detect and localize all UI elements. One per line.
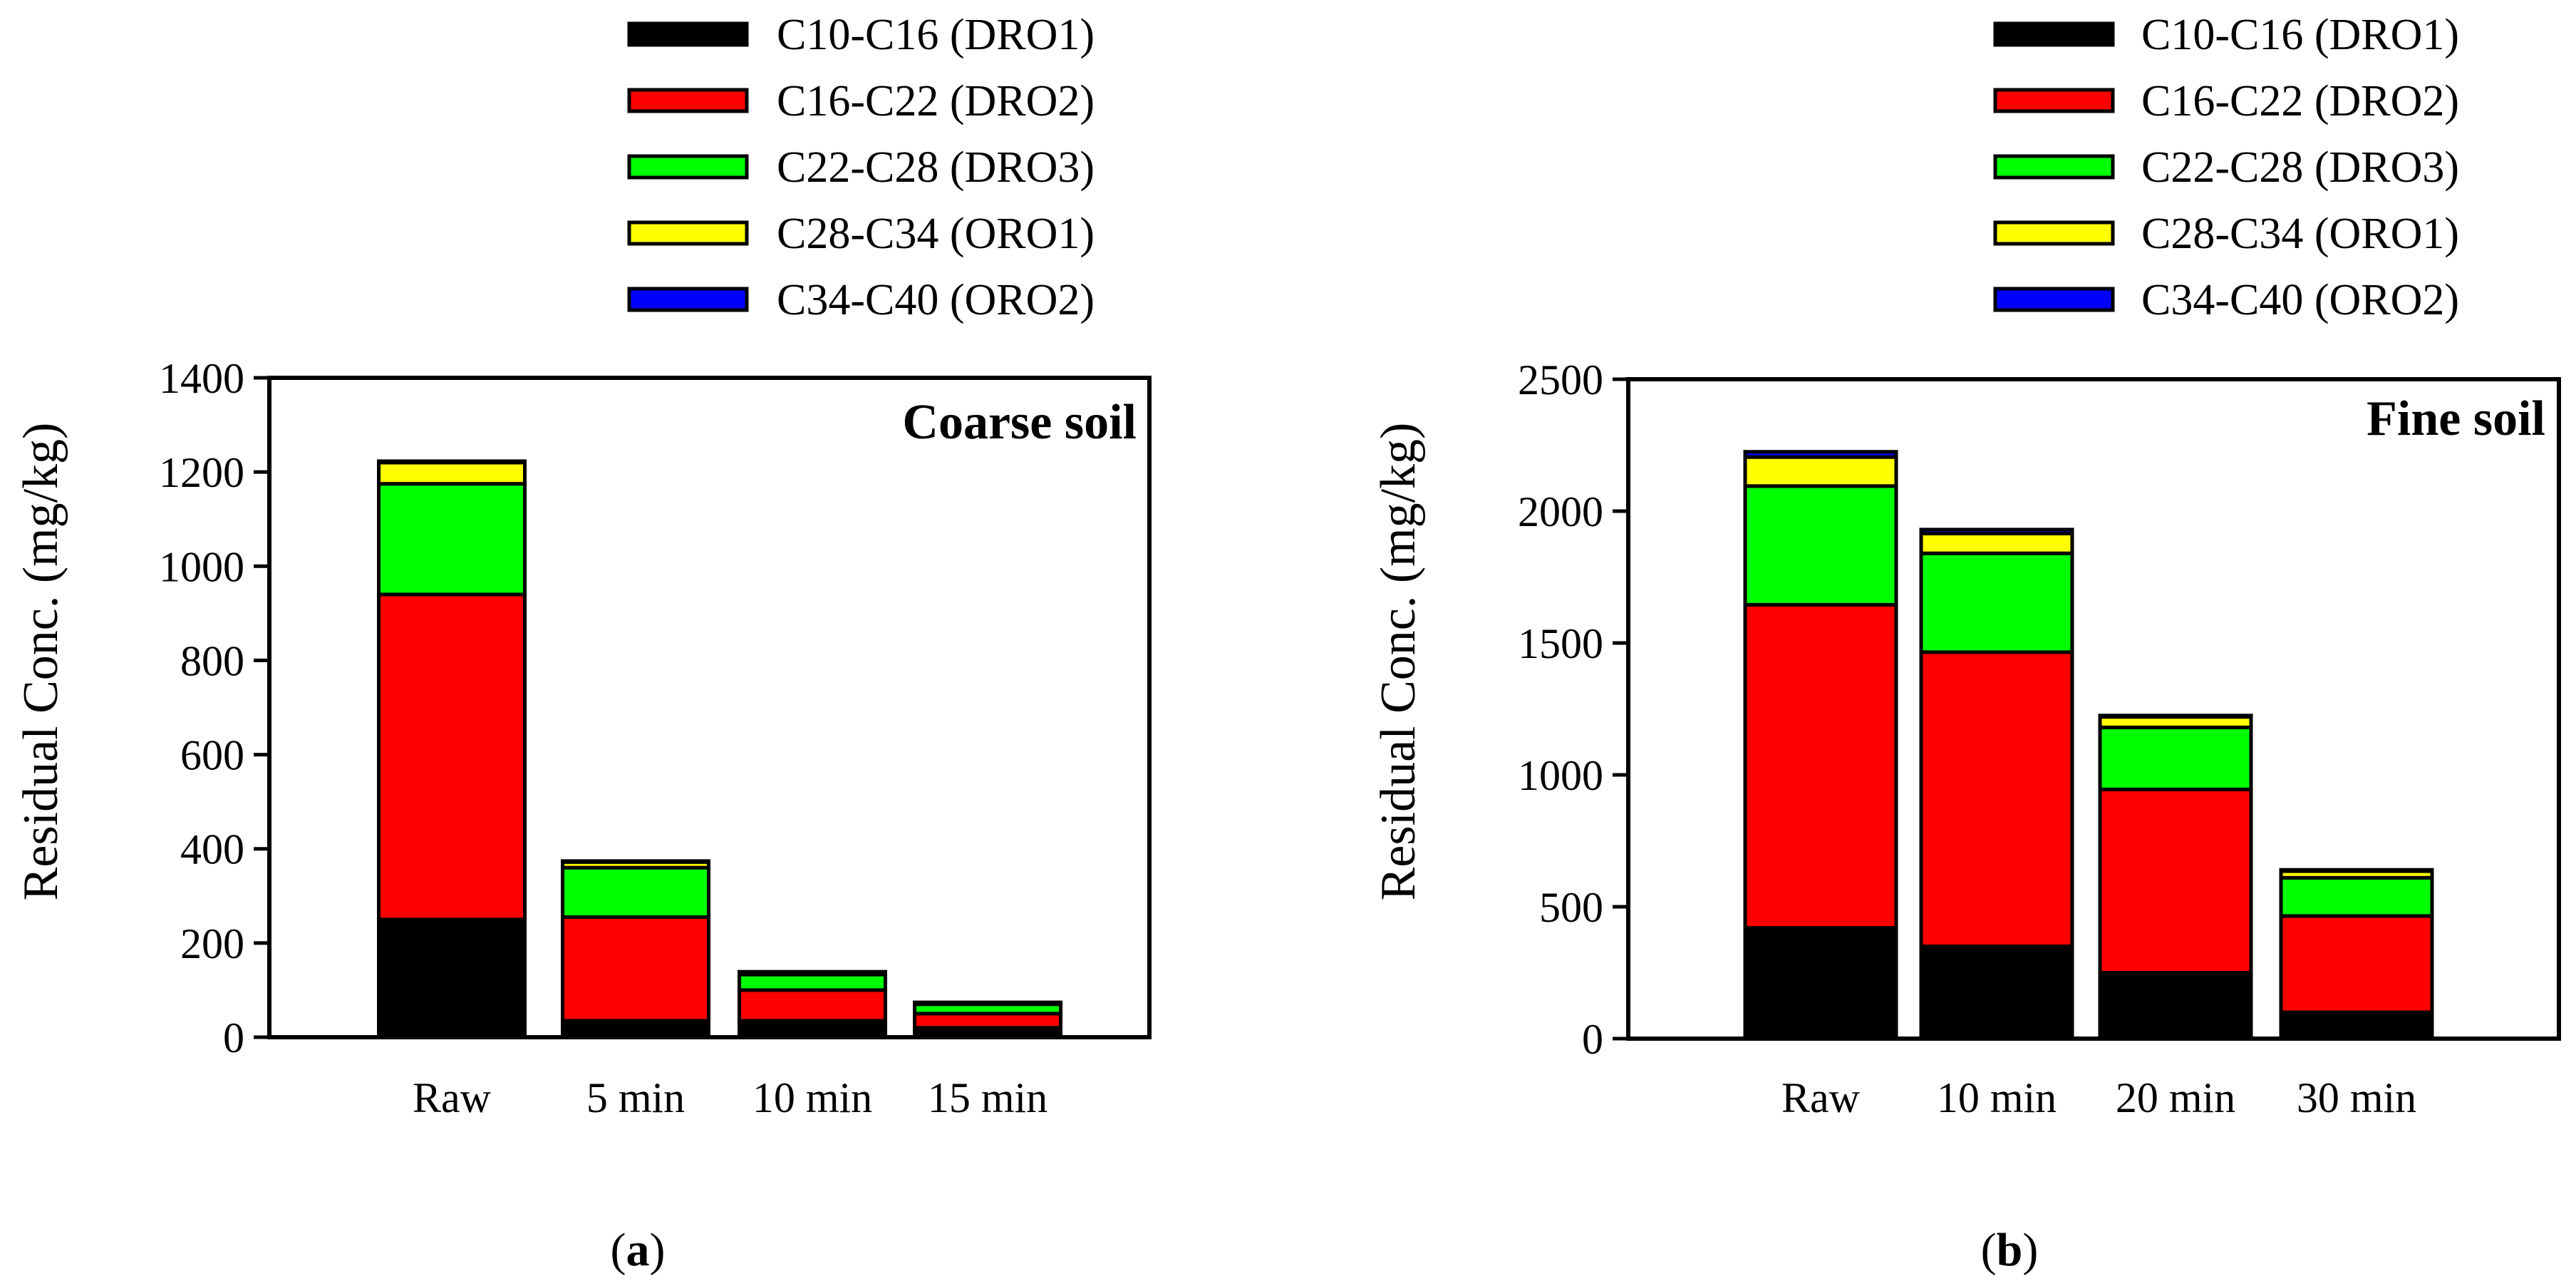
legend-swatch-dro1 (1993, 21, 2115, 47)
bar-30-min-dro2 (2279, 914, 2434, 1014)
bar-raw-dro2 (1743, 602, 1898, 930)
legend-label-dro2: C16-C22 (DRO2) (777, 77, 1095, 125)
bars-panel-a (377, 459, 1062, 1039)
bar-10-min-dro3 (738, 972, 887, 992)
bar-10-min-dro3 (1919, 551, 2074, 654)
bar-10-min-dro2 (1919, 650, 2074, 948)
y-tick-label-0: 0 (223, 1014, 244, 1061)
legend-label-oro1: C28-C34 (ORO1) (777, 210, 1095, 258)
x-tick-label-5-min: 5 min (586, 1074, 685, 1121)
bar-30-min-dro3 (2279, 875, 2434, 918)
bar-30-min-oro2 (2279, 868, 2434, 873)
bar-raw-dro3 (1743, 484, 1898, 607)
panel-b-fine-soil-chart: C10-C16 (DRO1) C16-C22 (DRO2) C22-C28 (DRO… (1371, 11, 2561, 1276)
x-tick-label-30-min: 30 min (2297, 1074, 2416, 1121)
bar-15-min-dro2 (913, 1012, 1062, 1030)
bar-10-min-dro1 (738, 1019, 887, 1039)
legend-label-oro2: C34-C40 (ORO2) (2141, 276, 2459, 324)
legend-label-dro3: C22-C28 (DRO3) (777, 143, 1095, 192)
legend-swatch-dro2 (1993, 88, 2115, 113)
y-axis-label-panel-a: Residual Conc. (mg/kg) (14, 423, 68, 901)
legend-swatch-dro1 (627, 21, 749, 47)
bar-5-min-dro3 (561, 865, 710, 920)
legend-panel-a: C10-C16 (DRO1) C16-C22 (DRO2) C22-C28 (DRO… (627, 11, 1095, 324)
bar-raw-dro2 (377, 592, 527, 922)
x-ticks-panel-b: Raw 10 min 20 min 30 min (1781, 1074, 2416, 1121)
x-tick-label-10-min: 10 min (752, 1074, 872, 1121)
bar-10-min-dro2 (738, 988, 887, 1023)
plot-frame-panel-a (267, 376, 1152, 1039)
y-tick-label-400: 400 (180, 826, 244, 873)
legend-swatch-dro3 (627, 154, 749, 180)
y-tick-label-500: 500 (1539, 884, 1603, 931)
y-tick-label-1400: 1400 (159, 355, 244, 402)
bar-15-min-oro2 (913, 1000, 1062, 1005)
legend-panel-b: C10-C16 (DRO1) C16-C22 (DRO2) C22-C28 (DRO… (1993, 11, 2459, 324)
panel-a-coarse-soil-chart: C10-C16 (DRO1) C16-C22 (DRO2) C22-C28 (DRO… (14, 11, 1152, 1276)
bar-raw-dro3 (377, 482, 527, 597)
y-axis-label-panel-b: Residual Conc. (mg/kg) (1371, 423, 1426, 901)
bar-5-min-dro1 (561, 1019, 710, 1039)
y-tick-label-600: 600 (180, 732, 244, 779)
y-tick-label-0: 0 (1582, 1016, 1603, 1063)
bar-raw-dro1 (377, 917, 527, 1039)
x-tick-label-raw: Raw (413, 1074, 492, 1121)
bar-10-min-dro1 (1919, 945, 2074, 1041)
bar-raw-oro2 (377, 459, 527, 465)
y-tick-label-1500: 1500 (1518, 620, 1603, 667)
x-ticks-panel-a: Raw 5 min 10 min 15 min (413, 1074, 1048, 1121)
legend-label-dro3: C22-C28 (DRO3) (2141, 143, 2459, 192)
y-tick-label-2000: 2000 (1518, 488, 1603, 535)
legend-swatch-oro2 (1993, 287, 2115, 312)
annotation-coarse-soil: Coarse soil (902, 395, 1137, 450)
y-tick-label-2500: 2500 (1518, 356, 1603, 403)
x-tick-label-10-min: 10 min (1937, 1074, 2057, 1121)
y-tick-label-1000: 1000 (159, 543, 244, 590)
bar-raw-oro1 (377, 461, 527, 486)
bar-10-min-oro2 (1919, 528, 2074, 535)
y-tick-label-1200: 1200 (159, 449, 244, 496)
legend-label-dro2: C16-C22 (DRO2) (2141, 77, 2459, 125)
plot-frame-panel-b (1626, 377, 2561, 1041)
bar-5-min-oro2 (561, 859, 710, 864)
bar-20-min-oro2 (2098, 714, 2253, 719)
bar-5-min-dro2 (561, 915, 710, 1023)
caption-panel-a: (a) (611, 1224, 666, 1276)
x-tick-label-20-min: 20 min (2116, 1074, 2235, 1121)
annotation-fine-soil: Fine soil (2366, 391, 2545, 446)
bar-10-min-oro1 (1919, 531, 2074, 555)
legend-swatch-oro2 (627, 287, 749, 312)
legend-swatch-dro2 (627, 88, 749, 113)
bars-panel-b (1743, 450, 2434, 1041)
x-tick-label-15-min: 15 min (928, 1074, 1048, 1121)
y-tick-label-200: 200 (180, 920, 244, 967)
y-ticks-panel-b: 0 500 1000 1500 2000 2500 (1518, 356, 1628, 1063)
legend-label-oro1: C28-C34 (ORO1) (2141, 210, 2459, 258)
bar-raw-dro1 (1743, 926, 1898, 1041)
legend-swatch-oro1 (627, 220, 749, 246)
y-ticks-panel-a: 0 200 400 600 800 1000 1200 1400 (159, 355, 269, 1061)
bar-20-min-dro2 (2098, 787, 2253, 974)
legend-swatch-dro3 (1993, 154, 2115, 180)
legend-label-dro1: C10-C16 (DRO1) (777, 11, 1095, 59)
legend-label-dro1: C10-C16 (DRO1) (2141, 11, 2459, 59)
x-tick-label-raw: Raw (1781, 1074, 1861, 1121)
bar-20-min-dro1 (2098, 971, 2253, 1041)
legend-swatch-oro1 (1993, 220, 2115, 246)
caption-panel-b: (b) (1981, 1224, 2039, 1276)
bar-raw-oro2 (1743, 450, 1898, 459)
bar-20-min-dro3 (2098, 725, 2253, 791)
y-tick-label-800: 800 (180, 637, 244, 684)
legend-label-oro2: C34-C40 (ORO2) (777, 276, 1095, 324)
bar-30-min-dro1 (2279, 1010, 2434, 1041)
y-tick-label-1000: 1000 (1518, 752, 1603, 799)
bar-raw-oro1 (1743, 455, 1898, 488)
